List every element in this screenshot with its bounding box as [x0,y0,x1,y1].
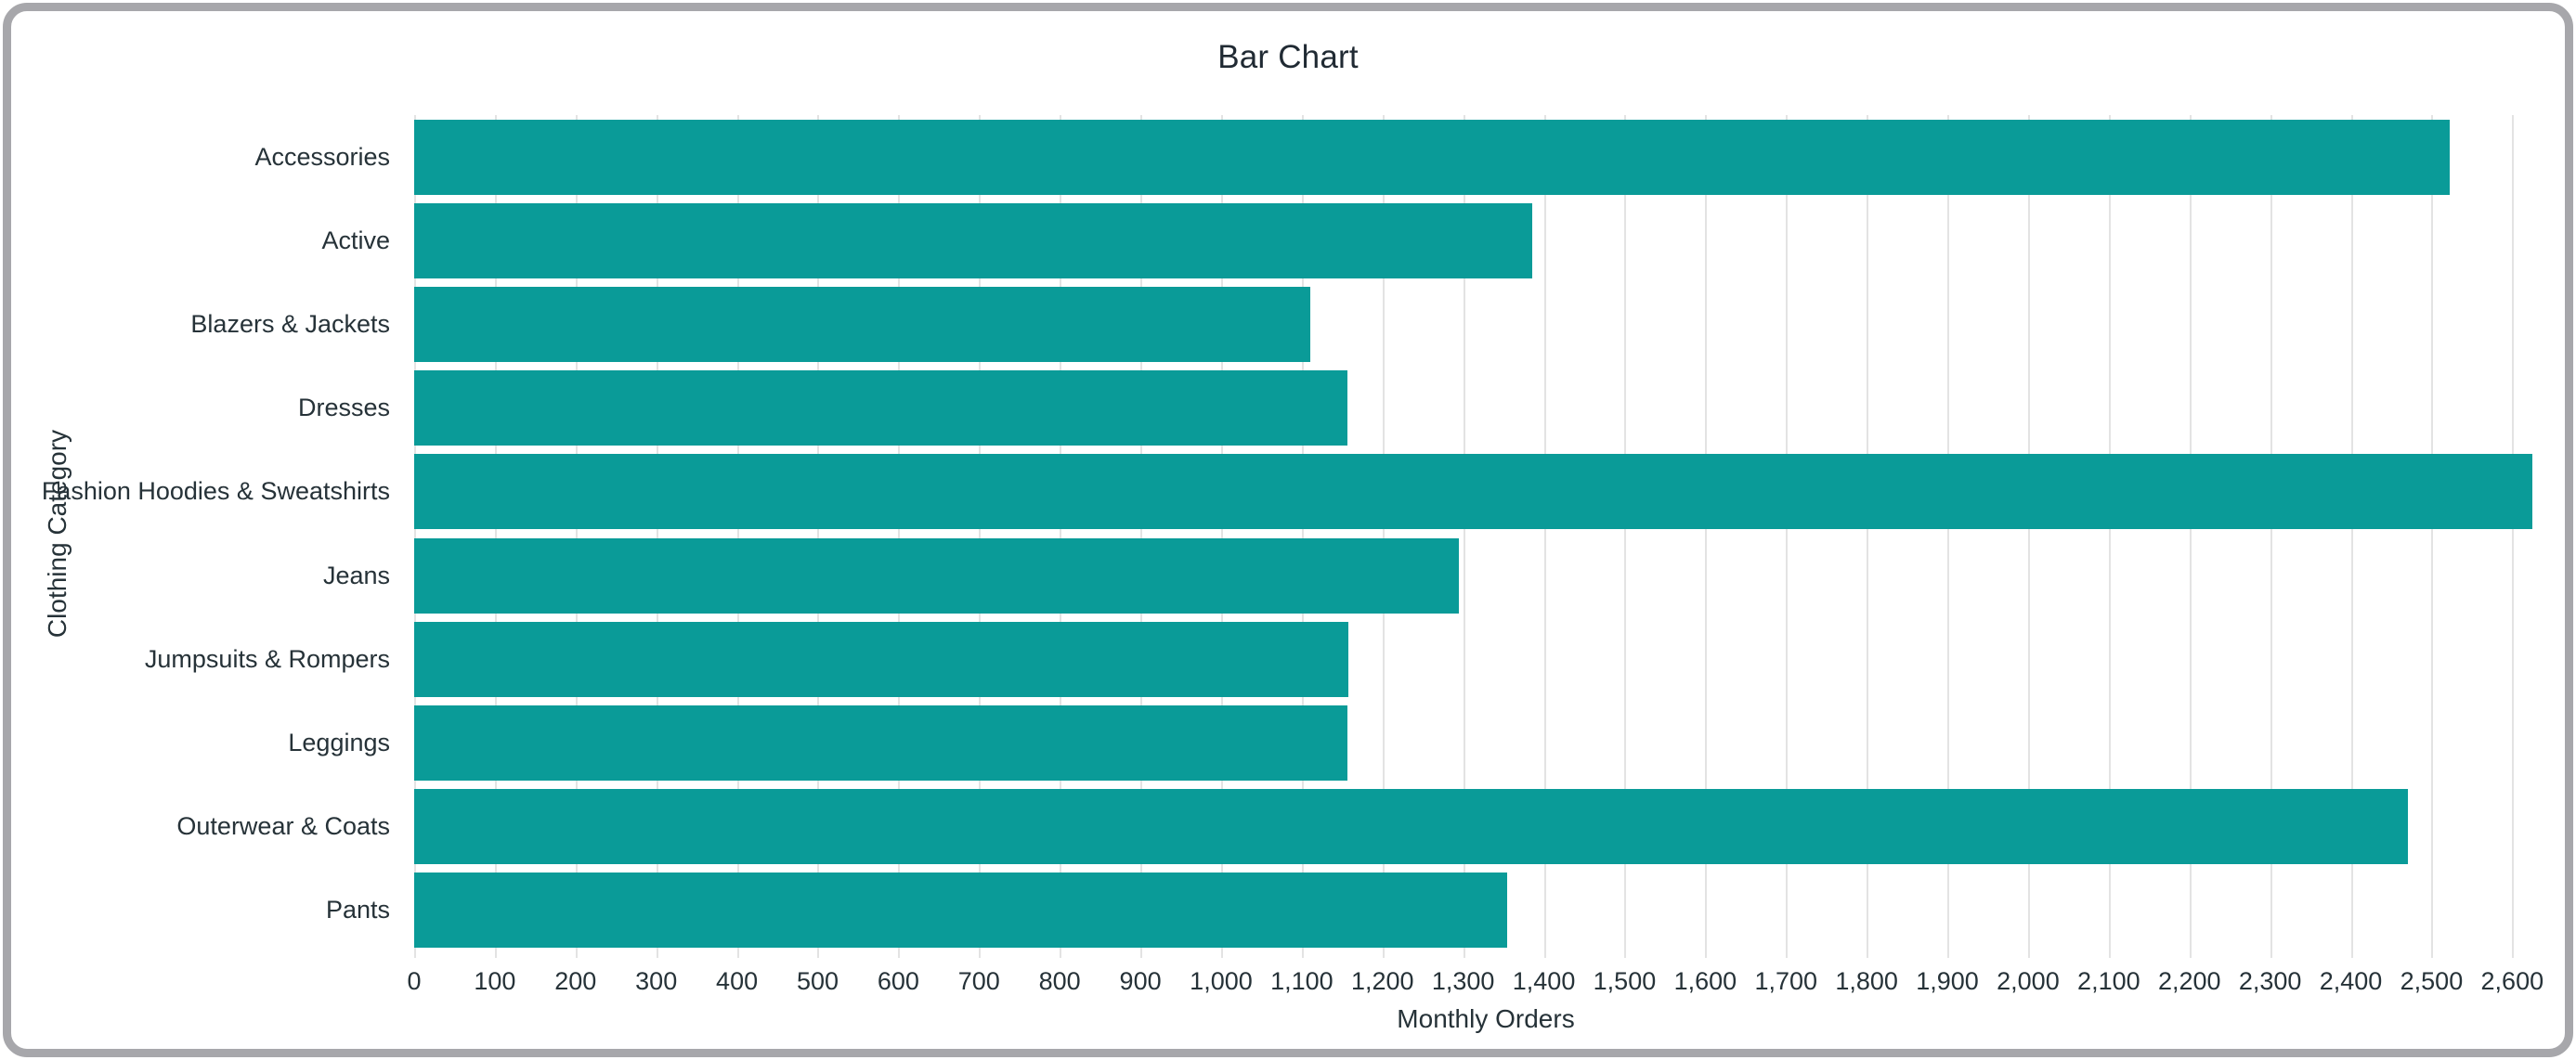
gridline [1382,115,1385,958]
x-tick-label: 1,400 [1512,967,1576,995]
gridline [1220,115,1223,958]
x-axis-title: Monthly Orders [1397,1004,1575,1033]
bar-series [414,115,2557,952]
x-tick-label: 2,100 [2077,967,2140,995]
bar-row [414,450,2557,534]
category-label-blazers-jackets: Blazers & Jackets [190,310,390,338]
bar-pants[interactable] [414,873,1508,949]
gridline [736,115,739,958]
gridline [817,115,820,958]
x-tick-label: 1,500 [1593,967,1657,995]
bar-jumpsuits-rompers[interactable] [414,621,1349,697]
gridline [1140,115,1143,958]
x-tick-label: 2,500 [2400,967,2464,995]
x-tick-label: 400 [716,967,759,995]
x-tick-label: 600 [877,967,919,995]
y-axis-labels: Accessories Active Blazers & Jackets Dresse… [11,115,403,952]
gridline [414,115,416,958]
gridline [2431,115,2434,958]
x-tick-label: 700 [957,967,1000,995]
category-label-outerwear-coats: Outerwear & Coats [176,812,390,841]
bar-outerwear-coats[interactable] [414,789,2409,865]
gridline [494,115,497,958]
bar-accessories[interactable] [414,119,2451,195]
x-tick-label: 1,700 [1754,967,1818,995]
category-label-active: Active [321,226,390,254]
x-tick-label: 2,300 [2238,967,2302,995]
category-label-jumpsuits-rompers: Jumpsuits & Rompers [144,644,390,673]
gridline [1301,115,1304,958]
gridline [2512,115,2515,958]
gridline [2189,115,2192,958]
x-tick-label: 2,000 [1997,967,2060,995]
bar-row [414,701,2557,784]
x-tick-label: 2,200 [2157,967,2221,995]
bar-leggings[interactable] [414,705,1347,782]
bar-row [414,282,2557,366]
x-tick-label: 2,600 [2480,967,2544,995]
x-tick-label: 300 [635,967,678,995]
x-tick-label: 800 [1038,967,1081,995]
bar-jeans[interactable] [414,537,1460,614]
bar-row [414,115,2557,199]
x-tick-label: 1,000 [1190,967,1253,995]
gridline [1624,115,1627,958]
category-label-leggings: Leggings [288,729,390,757]
bar-row [414,367,2557,450]
gridline [1947,115,1950,958]
x-tick-label: 1,800 [1835,967,1898,995]
gridline [979,115,982,958]
x-tick-label: 0 [407,967,422,995]
bar-row [414,617,2557,701]
bar-row [414,534,2557,617]
gridline [2350,115,2353,958]
x-tick-label: 100 [474,967,516,995]
gridline [1705,115,1708,958]
gridline [575,115,578,958]
bar-dresses[interactable] [414,370,1348,446]
x-tick-label: 900 [1119,967,1162,995]
gridline [898,115,901,958]
gridline [2108,115,2111,958]
x-tick-label: 1,200 [1350,967,1414,995]
gridline [2270,115,2272,958]
bar-active[interactable] [414,202,1533,278]
gridline [1786,115,1789,958]
gridline [1463,115,1465,958]
gridline [1867,115,1869,958]
category-label-accessories: Accessories [254,142,390,171]
bar-row [414,785,2557,869]
x-tick-label: 500 [796,967,839,995]
bar-fashion-hoodies-sweatshirts[interactable] [414,454,2533,530]
gridline [2027,115,2030,958]
gridline [1060,115,1062,958]
chart-title: Bar Chart [1217,39,1359,75]
category-label-dresses: Dresses [297,394,390,422]
gridline [656,115,658,958]
plot-area [414,115,2557,958]
x-tick-label: 200 [554,967,597,995]
category-label-pants: Pants [325,896,390,924]
category-label-fashion-hoodies-sweatshirts: Fashion Hoodies & Sweatshirts [41,477,390,506]
bar-row [414,199,2557,282]
x-tick-label: 1,900 [1916,967,1979,995]
x-tick-label: 1,300 [1431,967,1495,995]
gridline [1543,115,1546,958]
x-tick-label: 2,400 [2319,967,2383,995]
x-tick-label: 1,100 [1270,967,1334,995]
x-tick-label: 1,600 [1673,967,1737,995]
chart-card: Bar Chart Clothing Category Accessories A… [3,3,2573,1057]
bar-row [414,869,2557,952]
bar-blazers-jackets[interactable] [414,287,1310,362]
x-axis-ticks: 0 100 200 300 400 500 600 700 800 900 1,000 1,100 1,… [407,967,2557,999]
category-label-jeans: Jeans [322,561,390,589]
